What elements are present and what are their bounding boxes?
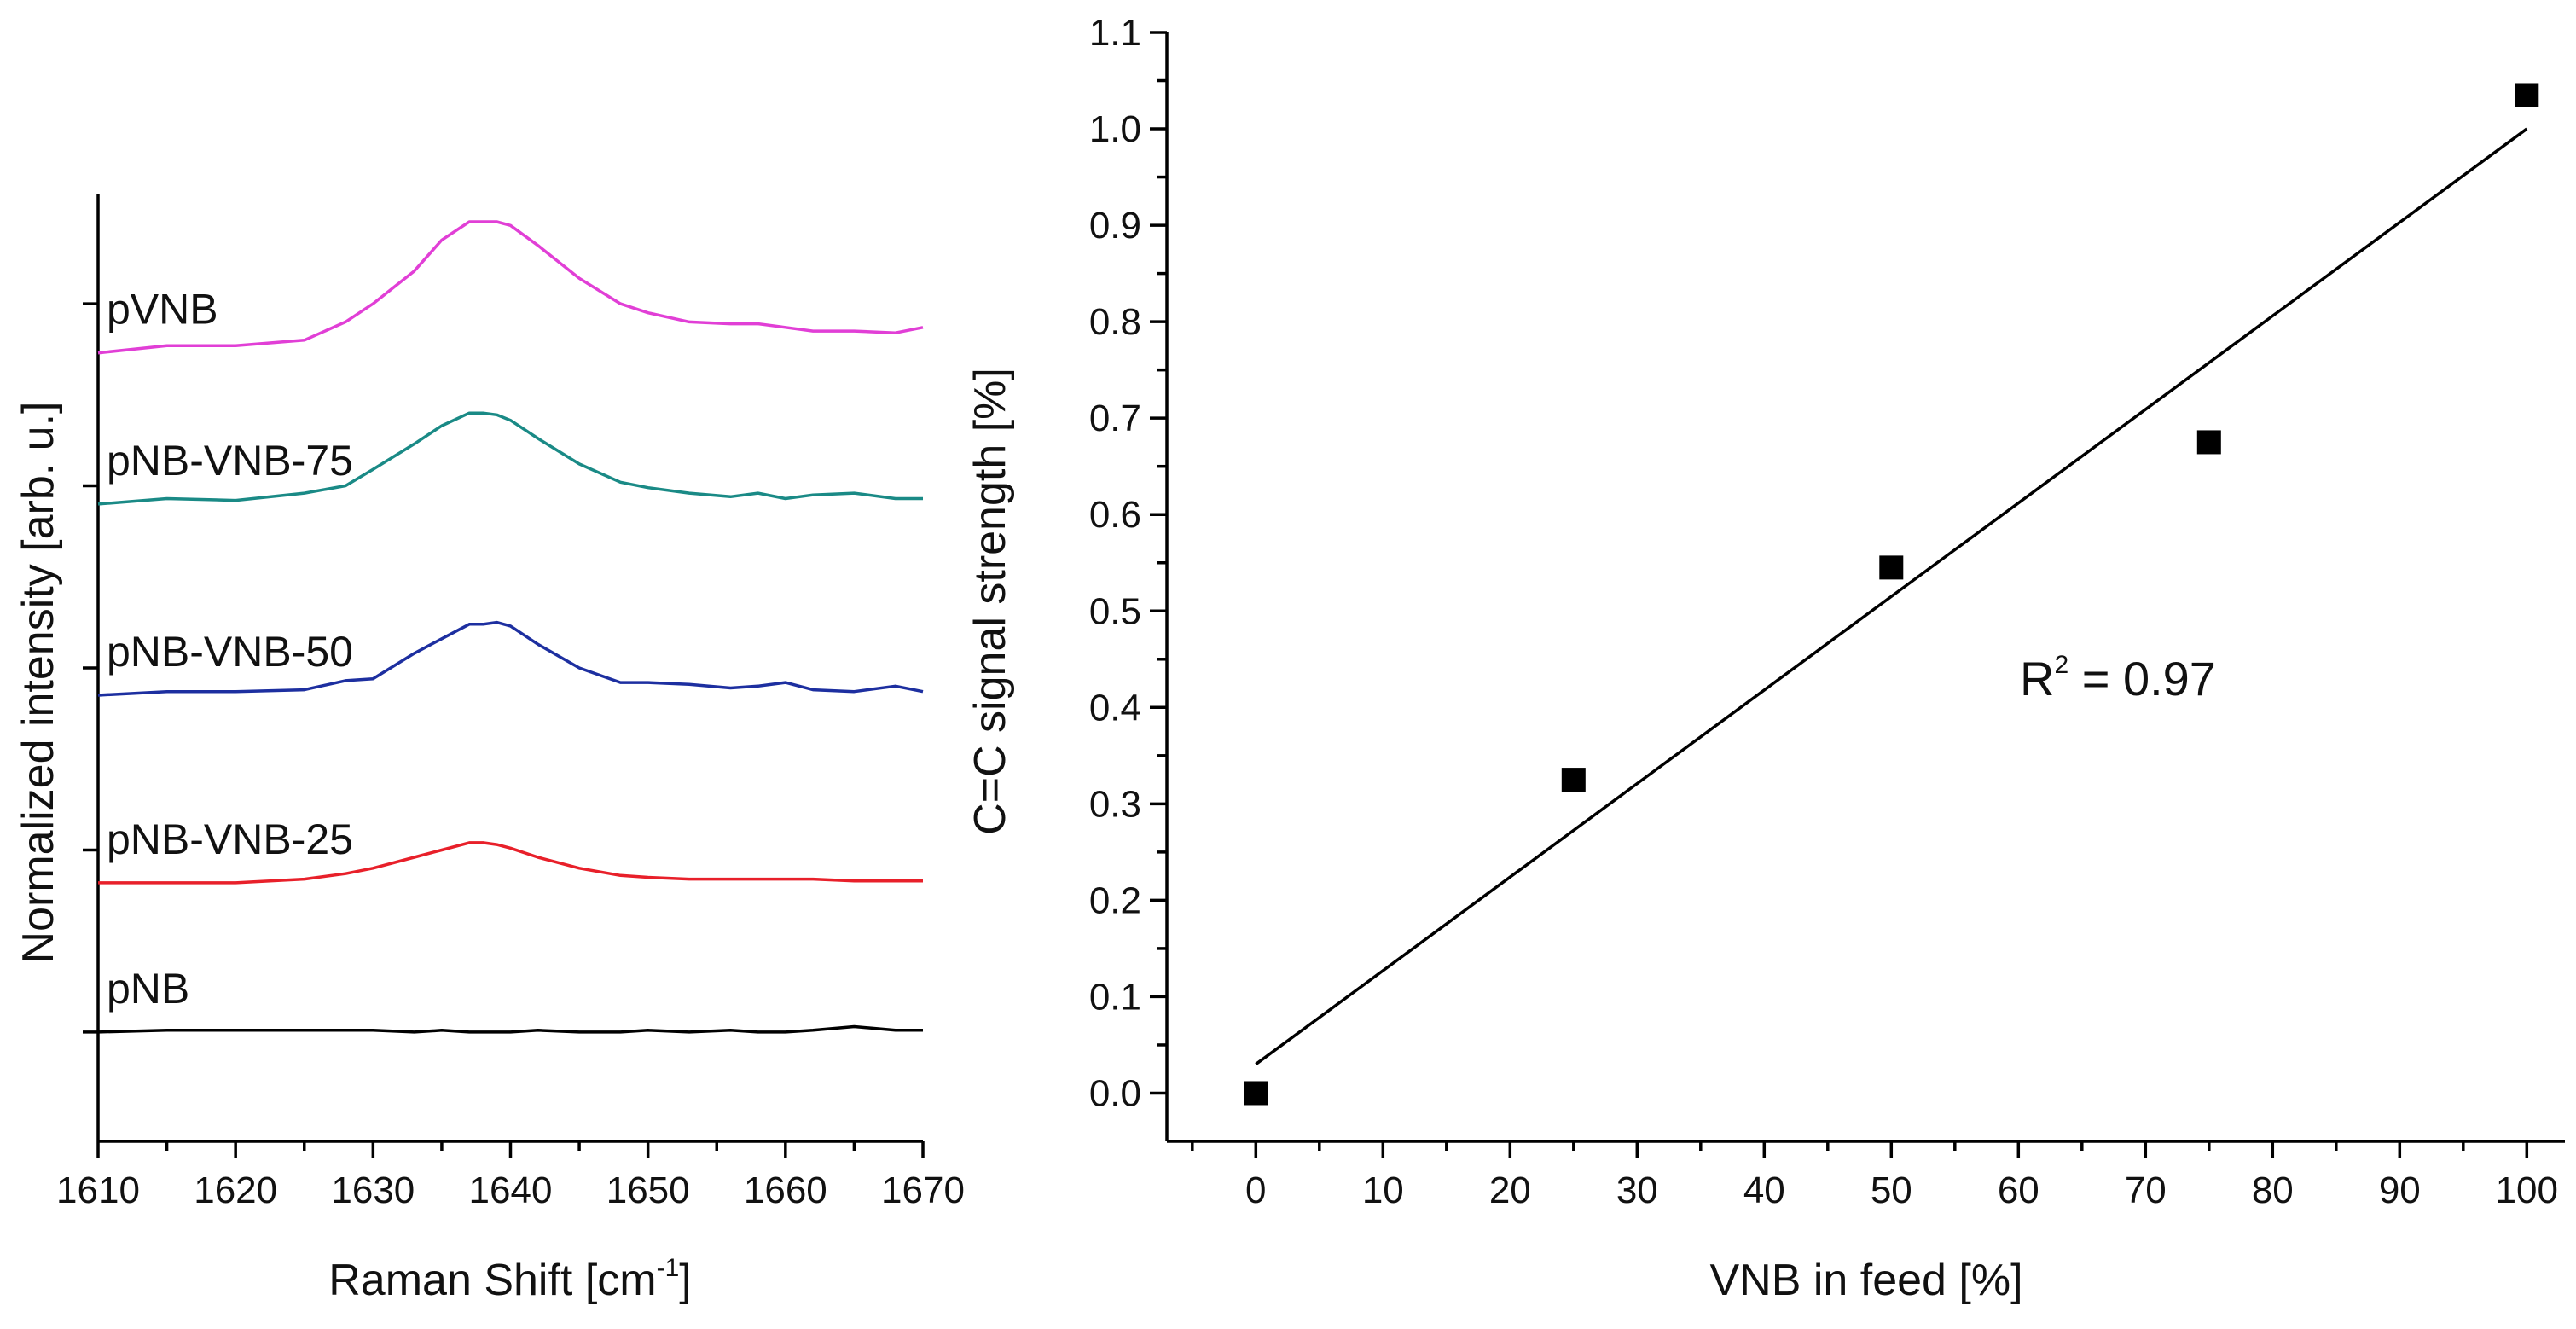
right-x-tick-label: 40 — [1743, 1169, 1785, 1211]
right-y-tick-label: 0.0 — [1089, 1072, 1141, 1114]
scatter-point — [2515, 83, 2539, 107]
series-label-pnb-vnb-75: pNB-VNB-75 — [107, 437, 353, 485]
left-x-tick-label: 1610 — [56, 1169, 140, 1211]
right-x-tick-label: 100 — [2496, 1169, 2558, 1211]
left-ticks — [83, 302, 925, 1158]
left-y-axis-title: Normalized intensity [arb. u.] — [14, 402, 63, 964]
series-label-pvnb: pVNB — [107, 286, 218, 334]
right-x-tick-label: 30 — [1616, 1169, 1658, 1211]
scatter-points — [1244, 83, 2539, 1106]
spectrum-pnb — [97, 1024, 923, 1034]
right-y-tick-labels: 0.0 0.1 0.2 0.3 0.4 0.5 0.6 0.7 0.8 0.9 1.0 1.1 — [1089, 12, 1141, 1114]
right-y-tick-label: 0.3 — [1089, 783, 1141, 825]
right-y-tick-label: 1.1 — [1089, 12, 1141, 54]
right-y-tick-label: 0.6 — [1089, 494, 1141, 536]
left-x-tick-label: 1670 — [881, 1169, 965, 1211]
series-label-pnb-vnb-25: pNB-VNB-25 — [107, 815, 353, 863]
spectrum-pnb-vnb-25 — [98, 841, 923, 885]
right-y-tick-label: 0.5 — [1089, 590, 1141, 632]
right-x-tick-labels: 0 10 20 30 40 50 60 70 80 90 100 — [1245, 1169, 2558, 1211]
left-x-tick-label: 1630 — [331, 1169, 415, 1211]
spectrum-pvnb — [97, 220, 924, 355]
right-y-tick-label: 1.0 — [1089, 108, 1141, 150]
series-label-pnb-vnb-50: pNB-VNB-50 — [107, 628, 353, 676]
right-ticks — [1150, 31, 2529, 1158]
right-y-tick-label: 0.8 — [1089, 301, 1141, 343]
left-x-tick-label: 1620 — [194, 1169, 277, 1211]
spectrum-pnb-vnb-75 — [97, 411, 923, 506]
linear-fit-line — [1255, 127, 2528, 1065]
right-y-tick-label: 0.2 — [1089, 879, 1141, 921]
right-y-tick-label: 0.1 — [1089, 976, 1141, 1018]
r-squared-annotation: R2 = 0.97 — [2020, 651, 2216, 705]
left-x-tick-label: 1650 — [606, 1169, 690, 1211]
left-x-axis-title: Raman Shift [cm-1] — [328, 1254, 691, 1305]
left-x-tick-label: 1640 — [469, 1169, 553, 1211]
right-y-tick-label: 0.7 — [1089, 398, 1141, 439]
right-x-tick-label: 80 — [2252, 1169, 2294, 1211]
right-x-tick-label: 60 — [1998, 1169, 2039, 1211]
right-x-tick-label: 70 — [2125, 1169, 2167, 1211]
spectra-series — [97, 220, 924, 1034]
right-x-tick-label: 20 — [1489, 1169, 1531, 1211]
scatter-point — [1561, 768, 1586, 792]
raman-spectra-panel: pNB pNB-VNB-25 pNB-VNB-50 pNB-VNB-75 pVNB 16… — [14, 194, 965, 1305]
scatter-point — [1879, 555, 1904, 580]
left-x-tick-labels: 1610 1620 1630 1640 1650 1660 1670 — [56, 1169, 965, 1211]
scatter-point — [2196, 430, 2221, 455]
right-x-tick-label: 90 — [2379, 1169, 2421, 1211]
spectrum-pnb-vnb-50 — [97, 620, 924, 697]
scatter-point — [1244, 1081, 1268, 1106]
left-x-tick-label: 1660 — [744, 1169, 827, 1211]
spectra-series-labels: pNB pNB-VNB-25 pNB-VNB-50 pNB-VNB-75 pVNB — [107, 286, 353, 1013]
right-x-tick-label: 10 — [1362, 1169, 1404, 1211]
right-x-tick-label: 0 — [1245, 1169, 1266, 1211]
right-x-axis-title: VNB in feed [%] — [1709, 1256, 2022, 1305]
right-y-tick-label: 0.4 — [1089, 687, 1141, 728]
series-label-pnb: pNB — [107, 965, 189, 1013]
right-x-tick-label: 50 — [1871, 1169, 1912, 1211]
right-y-axis-title: C=C signal strength [%] — [966, 368, 1015, 835]
right-y-tick-label: 0.9 — [1089, 205, 1141, 247]
signal-strength-panel: 0.0 0.1 0.2 0.3 0.4 0.5 0.6 0.7 0.8 0.9 1.0 1.1 0 10… — [966, 12, 2565, 1305]
